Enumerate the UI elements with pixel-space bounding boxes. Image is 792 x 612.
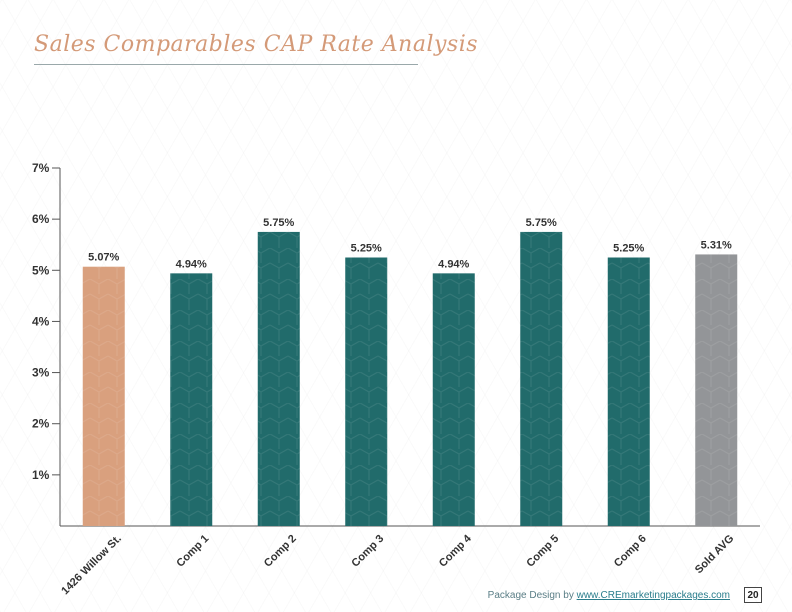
footer-credit: Package Design by www.CREmarketingpackag… [488,590,730,601]
bar-texture [170,273,213,526]
data-label: 5.25% [613,243,644,255]
footer-prefix: Package Design by [487,590,577,601]
y-tick-label: 6% [32,212,50,226]
bar-group: 5.31% Sold AVG [693,239,738,576]
data-label: 5.75% [526,217,557,229]
bar-texture [345,257,388,526]
x-tick-label: Sold AVG [693,533,736,576]
x-tick-label: 1426 Willow St. [59,533,124,598]
bar-group: 5.75% Comp 2 [257,217,300,570]
bar-group: 5.07% 1426 Willow St. [59,252,125,598]
y-tick-label: 1% [32,468,50,482]
bar-texture [520,231,563,526]
bar-group: 5.25% Comp 6 [607,243,650,570]
x-tick-label: Comp 3 [349,533,386,570]
y-tick-label: 5% [32,263,50,277]
data-label: 5.07% [88,252,119,264]
footer-link[interactable]: www.CREmarketingpackages.com [576,590,730,601]
bar-texture [432,273,475,526]
data-label: 4.94% [438,258,469,270]
data-label: 5.31% [701,239,732,251]
bar-group: 5.75% Comp 5 [520,217,563,570]
data-label: 4.94% [176,258,207,270]
y-tick-label: 4% [32,314,50,328]
page-title: Sales Comparables CAP Rate Analysis [34,32,479,57]
x-tick-label: Comp 1 [174,533,211,570]
x-tick-label: Comp 6 [612,533,649,570]
page-number: 20 [744,587,762,603]
bar-group: 4.94% Comp 1 [170,258,213,570]
y-tick-label: 2% [32,417,50,431]
x-tick-label: Comp 5 [524,533,561,570]
data-label: 5.75% [263,217,294,229]
x-tick-label: Comp 4 [437,532,475,570]
x-tick-label: Comp 2 [262,533,299,570]
bar-group: 5.25% Comp 3 [345,243,388,570]
bar-texture [607,257,650,526]
bar-texture [695,254,738,526]
bar-group: 4.94% Comp 4 [432,258,475,570]
data-label: 5.25% [351,243,382,255]
title-divider [34,64,418,65]
y-tick-label: 3% [32,366,50,380]
y-tick-label: 7% [32,161,50,175]
bar-texture [257,231,300,526]
bar-texture [82,266,125,526]
